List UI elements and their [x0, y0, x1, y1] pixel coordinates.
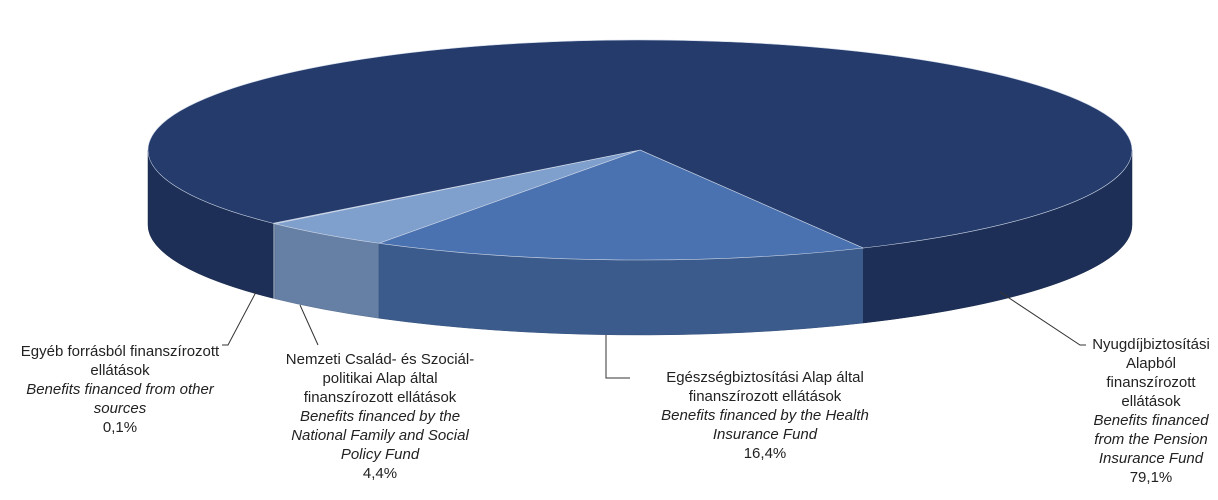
slice	[378, 149, 865, 261]
category-label-en: Benefits financed by the National Family…	[291, 408, 469, 463]
category-label: Egyéb forrásból finanszírozott ellátások	[20, 343, 220, 379]
label: Egyéb forrásból finanszírozott ellátások…	[0, 342, 240, 437]
value-label: 16,4%	[743, 445, 787, 462]
leader-line	[999, 291, 1086, 346]
category-label: Nyugdíjbiztosítási Alapból finanszírozot…	[1092, 336, 1210, 410]
label: Nyugdíjbiztosítási Alapból finanszírozot…	[1086, 335, 1216, 487]
slice	[147, 39, 1133, 249]
label: Nemzeti Család- és Szociál-politikai Ala…	[280, 350, 480, 483]
slice-side	[272, 222, 276, 300]
leader-line	[605, 335, 630, 379]
value-label: 0,1%	[102, 419, 138, 436]
value-label: 79,1%	[1129, 469, 1173, 486]
category-label-en: Benefits financed by the Health Insuranc…	[661, 407, 869, 443]
category-label: Nemzeti Család- és Szociál-politikai Ala…	[285, 351, 475, 406]
value-label: 4,4%	[362, 465, 398, 482]
slice	[274, 149, 641, 244]
leader-line	[222, 291, 257, 346]
category-label: Egészségbiztosítási Alap által finanszír…	[666, 369, 864, 405]
leader-line	[299, 304, 319, 346]
category-label-en: Benefits financed from the Pension Insur…	[1093, 412, 1209, 467]
label: Egészségbiztosítási Alap által finanszír…	[630, 368, 900, 463]
category-label-en: Benefits financed from other sources	[26, 381, 214, 417]
